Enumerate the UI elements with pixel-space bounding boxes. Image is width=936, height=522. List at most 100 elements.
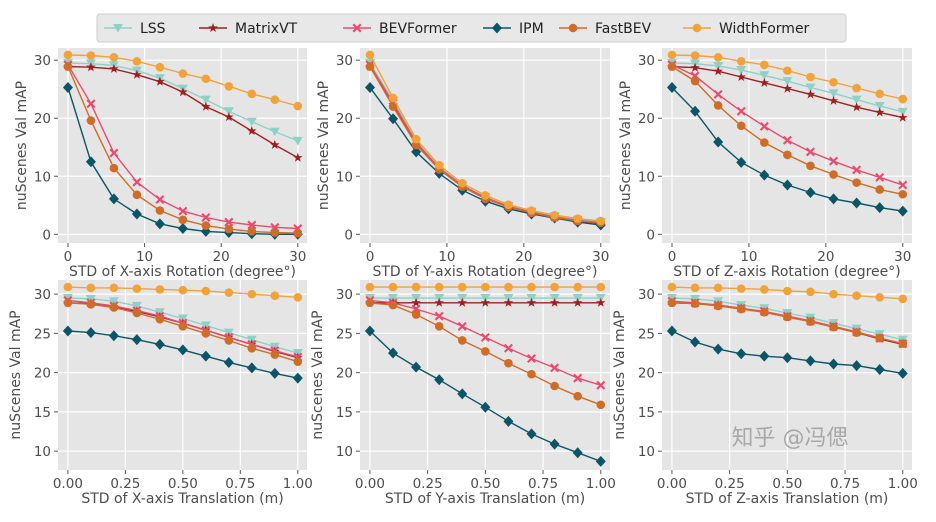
data-point [736, 72, 746, 82]
x-tick-label: 0 [64, 249, 73, 265]
data-point [759, 77, 770, 87]
data-point [829, 156, 839, 166]
series-widthformer [667, 282, 908, 304]
x-tick-label: 0 [668, 249, 677, 265]
x-tick-label: 1.00 [888, 476, 918, 492]
series-ipm [62, 325, 303, 384]
x-tick-label: 0.00 [53, 476, 83, 492]
y-axis-label: nuScenes Val mAP [316, 81, 332, 210]
data-point [852, 328, 861, 337]
data-point [713, 101, 723, 110]
series-ipm [364, 325, 606, 467]
data-point [154, 338, 165, 350]
data-point [736, 121, 746, 131]
data-point [458, 178, 467, 188]
data-point [736, 348, 747, 360]
legend-label: IPM [519, 21, 544, 37]
data-point [550, 210, 559, 220]
y-tick-label: 25 [336, 326, 353, 342]
y-tick-label: 25 [638, 326, 655, 342]
data-point [224, 217, 234, 227]
data-point [897, 205, 908, 217]
data-point [86, 62, 96, 72]
data-point [667, 298, 677, 308]
x-tick-label: 20 [213, 249, 230, 265]
data-point [713, 52, 723, 62]
y-tick-label: 10 [638, 169, 655, 185]
data-point [713, 61, 724, 71]
y-tick-label: 30 [336, 53, 353, 69]
data-point [62, 81, 73, 93]
data-point [293, 228, 303, 238]
data-point [690, 76, 700, 86]
data-point [434, 297, 444, 307]
x-tick-label: 0.50 [772, 476, 802, 492]
data-point [154, 218, 165, 230]
data-point [875, 89, 884, 99]
legend: LSS MatrixVT BEVFormer IPM FastBEV WidthForme… [96, 13, 847, 43]
data-point [573, 391, 582, 401]
series-fastbev [667, 298, 908, 348]
data-point [805, 187, 816, 199]
series-fastbev [365, 298, 606, 410]
y-tick-label: 20 [34, 366, 51, 382]
data-point [713, 66, 723, 76]
data-point [783, 286, 792, 296]
y-tick-label: 10 [638, 444, 655, 460]
data-point [109, 63, 119, 73]
data-point [457, 388, 468, 400]
data-point [62, 325, 73, 337]
data-point [131, 301, 142, 311]
data-point [411, 282, 421, 292]
y-tick-label: 10 [34, 169, 51, 185]
data-point [388, 93, 398, 103]
data-point [246, 117, 257, 127]
data-point [828, 193, 839, 205]
data-point [388, 282, 398, 292]
data-point [666, 325, 677, 337]
data-point [713, 343, 724, 355]
x-tick-label: 0.00 [657, 476, 687, 492]
data-point [365, 298, 375, 308]
data-point [527, 282, 536, 292]
data-point [201, 212, 211, 222]
data-point [86, 300, 96, 309]
data-point [132, 177, 142, 187]
data-point [806, 317, 815, 326]
data-point [852, 83, 861, 93]
data-point [805, 89, 816, 99]
data-point [713, 283, 723, 293]
y-tick-label: 15 [336, 405, 353, 421]
data-point [411, 146, 422, 158]
data-point [224, 336, 234, 345]
data-point [223, 356, 234, 368]
data-point [388, 102, 398, 111]
data-point [851, 102, 862, 112]
data-point [667, 50, 677, 60]
y-tick-label: 0 [42, 227, 51, 243]
data-point [247, 227, 257, 236]
data-point [201, 221, 211, 230]
legend-label: FastBEV [595, 21, 652, 37]
x-tick-label: 0 [366, 249, 375, 265]
data-point [897, 107, 908, 117]
subplot-5: 0.00 0.25 0.50 0.75 1.00 10 15 20 25 30 STD of Y-a… [310, 280, 616, 507]
data-point [829, 170, 838, 179]
x-tick-label: 0.25 [413, 476, 443, 492]
data-point [178, 285, 188, 295]
y-tick-label: 10 [336, 169, 353, 185]
data-point [898, 180, 908, 190]
data-point [178, 322, 188, 331]
data-point [805, 83, 816, 92]
x-axis-label: STD of X-axis Rotation (degree°) [69, 264, 296, 280]
data-point [480, 401, 491, 413]
legend-entry-fastbev: FastBEV [559, 21, 652, 37]
data-point [85, 327, 96, 339]
data-point [178, 215, 188, 225]
x-tick-label: 0.50 [470, 476, 500, 492]
data-point [526, 428, 537, 440]
data-point [109, 148, 119, 158]
data-point [828, 358, 839, 370]
